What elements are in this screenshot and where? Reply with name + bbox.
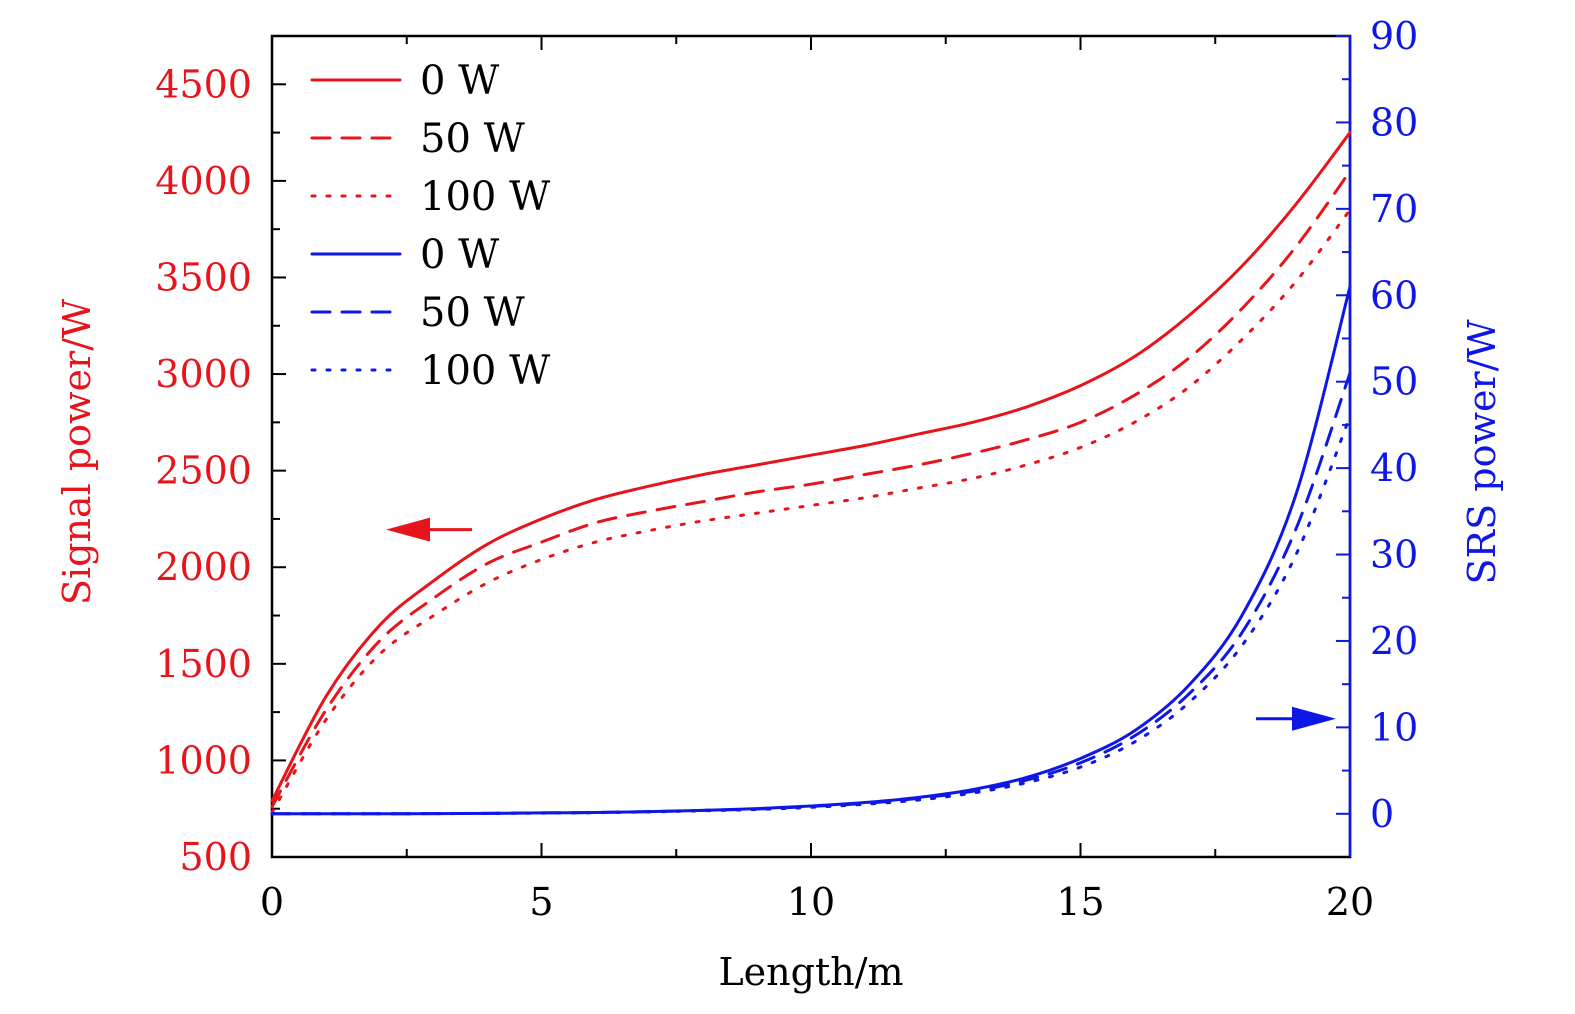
y-right-tick-label: 90 bbox=[1370, 14, 1418, 58]
x-axis-title: Length/m bbox=[718, 950, 903, 994]
y-right-tick-label: 0 bbox=[1370, 792, 1394, 836]
signal-series-line-2 bbox=[270, 208, 1352, 815]
srs-series-line-4 bbox=[270, 371, 1352, 816]
y-right-tick-label: 40 bbox=[1370, 446, 1418, 490]
y-left-tick-label: 2500 bbox=[155, 449, 252, 493]
y-right-tick-label: 70 bbox=[1370, 187, 1418, 231]
legend: 0 W 50 W 100 W 0 W 50 W 100 W bbox=[310, 58, 550, 394]
x-tick-label: 5 bbox=[529, 880, 553, 924]
legend-label: 0 W bbox=[420, 58, 499, 104]
y-left-tick-label: 1500 bbox=[155, 642, 252, 686]
signal-series-line-1 bbox=[270, 169, 1352, 809]
y-left-tick-label: 4500 bbox=[155, 62, 252, 106]
signal-series-line-0 bbox=[270, 131, 1352, 803]
series-layer bbox=[270, 131, 1352, 816]
ticks-layer: 0 5 10 15 2050010001500200025003000350040004… bbox=[155, 14, 1418, 924]
y-left-tick-label: 2000 bbox=[155, 545, 252, 589]
srs-series-line-5 bbox=[270, 414, 1352, 816]
legend-label: 100 W bbox=[420, 174, 550, 220]
x-tick-label: 20 bbox=[1326, 880, 1374, 924]
annotations bbox=[386, 517, 1336, 731]
legend-label: 100 W bbox=[420, 348, 550, 394]
y-left-tick-label: 1000 bbox=[155, 738, 252, 782]
y-right-tick-label: 80 bbox=[1370, 100, 1418, 144]
y-right-tick-label: 30 bbox=[1370, 533, 1418, 577]
y-left-tick-label: 3000 bbox=[155, 352, 252, 396]
legend-label: 0 W bbox=[420, 232, 499, 278]
y-right-tick-label: 60 bbox=[1370, 273, 1418, 317]
y-right-tick-label: 10 bbox=[1370, 705, 1418, 749]
y-right-tick-label: 50 bbox=[1370, 360, 1418, 404]
y-left-tick-label: 500 bbox=[179, 835, 252, 879]
left-axis-title: Signal power/W bbox=[55, 299, 99, 605]
x-tick-label: 0 bbox=[260, 880, 284, 924]
signal-axis-arrow-head bbox=[386, 517, 430, 542]
y-left-tick-label: 3500 bbox=[155, 255, 252, 299]
y-right-tick-label: 20 bbox=[1370, 619, 1418, 663]
legend-label: 50 W bbox=[420, 290, 525, 336]
x-tick-label: 10 bbox=[787, 880, 835, 924]
srs-axis-arrow-head bbox=[1292, 706, 1336, 731]
right-axis-title: SRS power/W bbox=[1460, 320, 1504, 585]
y-left-tick-label: 4000 bbox=[155, 159, 252, 203]
x-tick-label: 15 bbox=[1056, 880, 1104, 924]
legend-label: 50 W bbox=[420, 116, 525, 162]
